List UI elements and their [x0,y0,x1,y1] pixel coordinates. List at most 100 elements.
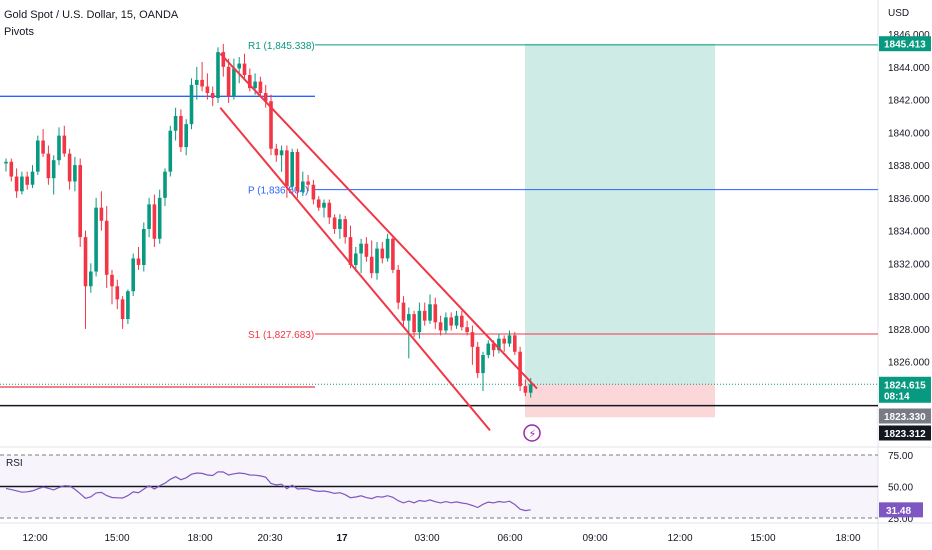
price-tag-label: 1845.413 [884,40,926,51]
candle-body [327,202,332,218]
candle-body [232,68,236,97]
pivots-indicator-label[interactable]: Pivots [4,26,34,38]
candle-body [67,153,72,182]
candle-body [41,140,45,154]
candle-body [126,291,130,320]
candle-body [189,84,194,125]
candle-body [258,81,263,94]
candle-body [311,184,316,200]
candle-body [157,197,162,239]
candle-body [210,93,215,98]
candle-body [295,151,300,192]
long-position-profit-zone [525,43,715,385]
candle-body [62,135,67,154]
long-position-stop-zone [525,384,715,418]
price-tag [879,408,931,424]
candle-body [523,386,528,393]
candle-body [407,314,411,321]
candle-body [94,207,98,272]
rsi-tick-label: 25.00 [888,514,913,525]
candle-body [163,171,167,198]
rsi-value-label: 31.48 [886,506,911,517]
time-tick-label: 18:00 [835,533,860,544]
candle-body [279,150,284,156]
candle-body [391,238,395,270]
price-tick-label: 1844.000 [888,63,930,74]
candle-body [396,269,400,303]
price-tick-label: 1828.000 [888,325,930,336]
time-tick-label: 12:00 [22,533,47,544]
rsi-line [5,471,531,512]
candle-body [285,150,289,187]
price-tick-label: 1838.000 [888,161,930,172]
candle-body [263,93,268,102]
candle-body [237,63,241,69]
countdown-label: 08:14 [884,391,910,402]
candle-body [444,317,448,331]
rsi-value-tag [879,502,923,518]
candle-body [73,165,77,182]
candle-body [78,165,82,238]
candle-body [179,115,183,148]
candle-body [51,160,56,179]
candle-body [343,219,347,238]
candle-body [518,351,522,387]
channel-lower-line [219,107,491,432]
price-tick-label: 1836.000 [888,194,930,205]
candle-body [428,304,432,321]
price-tag [879,425,931,441]
candle-body [491,343,496,351]
candle-body [136,258,141,265]
candle-body [465,327,469,333]
candle-body [401,302,406,321]
candle-body [470,332,475,347]
candle-body [226,66,231,97]
candle-body [4,161,8,164]
time-tick-label: 06:00 [497,533,522,544]
currency-label: USD [888,8,909,19]
candle-body [195,79,199,85]
candle-body [110,274,114,287]
candle-body [274,148,279,156]
candle-body [142,228,146,265]
candle-body [36,140,40,172]
time-tick-label: 15:00 [750,533,775,544]
candle-body [306,181,310,185]
time-tick-label: 15:00 [104,533,129,544]
candle-body [338,219,342,229]
candle-body [147,204,151,229]
price-tag [879,36,931,52]
price-tick-label: 1826.000 [888,358,930,369]
candle-body [290,151,294,187]
price-tag-label: 1823.312 [884,429,926,440]
candle-body [385,238,390,259]
candle-body [322,202,326,208]
candle-body [460,315,464,328]
price-tick-label: 1842.000 [888,96,930,107]
candle-body [205,86,210,94]
time-tick-label: 12:00 [667,533,692,544]
candle-body [475,346,480,374]
candle-body [301,181,305,192]
rsi-label: RSI [6,458,23,469]
candle-body [375,248,379,274]
price-tick-label: 1830.000 [888,292,930,303]
alert-icon [523,424,541,442]
candle-body [131,258,135,292]
channel-upper-line [219,53,538,390]
candle-body [89,271,93,287]
candle-body [417,310,422,333]
price-tick-label: 1832.000 [888,259,930,270]
time-tick-label: 18:00 [187,533,212,544]
price-tag [879,376,931,403]
pivot-label: S1 (1,827.683) [248,330,314,341]
candle-body [513,335,517,352]
candle-body [57,135,61,161]
candle-body [412,314,416,333]
candle-body [332,217,337,229]
candle-body [173,115,178,131]
chart-title: Gold Spot / U.S. Dollar, 15, OANDA [4,9,179,21]
time-tick-label: 20:30 [257,533,282,544]
candle-body [115,286,120,300]
